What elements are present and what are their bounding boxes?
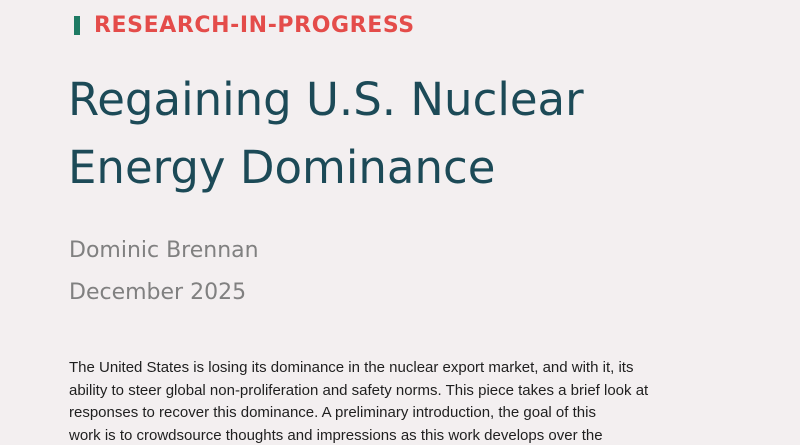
abstract-line-3: responses to recover this dominance. A p… (69, 404, 596, 421)
title-line-2: Energy Dominance (68, 141, 496, 194)
abstract-line-1: The United States is losing its dominanc… (69, 359, 634, 376)
abstract-line-2: ability to steer global non-proliferatio… (69, 381, 649, 399)
author-name: Dominic Brennan (69, 238, 259, 263)
section-label: RESEARCH-IN-PROGRESS (74, 10, 415, 40)
abstract-line-4: work is to crowdsource thoughts and impr… (69, 426, 603, 444)
label-text: RESEARCH-IN-PROGRESS (94, 12, 415, 38)
abstract-paragraph: The United States is losing its dominanc… (69, 357, 648, 445)
page-title: Regaining U.S. Nuclear Energy Dominance (68, 66, 584, 202)
title-line-1: Regaining U.S. Nuclear (68, 73, 584, 126)
publication-date: December 2025 (69, 280, 247, 305)
label-accent-bar (74, 15, 80, 35)
